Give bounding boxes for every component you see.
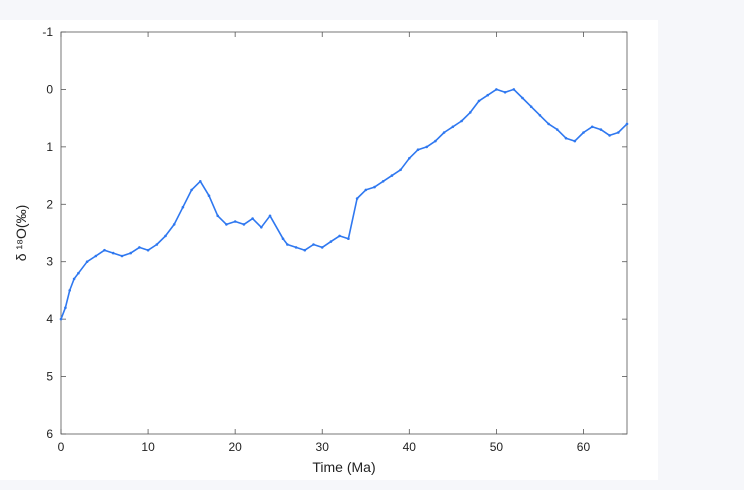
data-point bbox=[416, 148, 420, 151]
data-point bbox=[425, 145, 429, 149]
data-point bbox=[312, 243, 315, 246]
data-point bbox=[68, 289, 71, 292]
data-point bbox=[495, 88, 498, 91]
y-tick-label: 6 bbox=[46, 427, 53, 441]
data-point bbox=[512, 88, 516, 91]
data-point bbox=[138, 246, 141, 249]
data-point bbox=[564, 136, 568, 140]
data-point bbox=[434, 139, 437, 143]
data-point bbox=[103, 248, 106, 252]
data-point bbox=[281, 237, 285, 240]
axis-ticks: 0 10 20 30 40 50 60 -1 0 1 2 3 4 5 6 bbox=[42, 25, 627, 454]
data-point bbox=[77, 271, 80, 275]
x-tick-label: 60 bbox=[577, 440, 591, 454]
x-tick-label: 10 bbox=[141, 440, 155, 454]
series-line bbox=[60, 88, 628, 320]
line-chart: 0 10 20 30 40 50 60 -1 0 1 2 3 4 5 6 Time (Ma) δ ¹⁸O(‰… bbox=[13, 25, 629, 475]
data-point bbox=[225, 223, 228, 226]
data-point bbox=[521, 96, 524, 100]
data-point bbox=[529, 105, 533, 108]
data-point bbox=[72, 277, 76, 281]
y-axis-title: δ ¹⁸O(‰) bbox=[13, 205, 29, 261]
data-point bbox=[120, 254, 124, 258]
data-point bbox=[590, 125, 594, 129]
data-point bbox=[268, 214, 272, 218]
data-point bbox=[190, 188, 193, 192]
data-point bbox=[373, 185, 376, 189]
data-point bbox=[329, 240, 333, 243]
data-point bbox=[129, 251, 132, 255]
y-tick-label: 1 bbox=[46, 140, 53, 154]
data-point bbox=[216, 214, 219, 218]
x-tick-label: 0 bbox=[58, 440, 65, 454]
data-point bbox=[625, 122, 629, 126]
data-point bbox=[155, 243, 159, 246]
data-point bbox=[294, 246, 298, 249]
data-point bbox=[582, 131, 585, 134]
data-point bbox=[364, 188, 368, 192]
data-point bbox=[477, 99, 481, 103]
data-point bbox=[59, 317, 63, 321]
y-tick-label: 2 bbox=[46, 197, 53, 211]
data-point bbox=[251, 217, 254, 220]
data-point bbox=[486, 93, 490, 97]
data-point bbox=[111, 251, 115, 255]
y-tick-label: -1 bbox=[42, 25, 53, 39]
y-tick-label: 5 bbox=[46, 370, 53, 384]
data-point bbox=[503, 91, 507, 94]
data-point bbox=[556, 128, 559, 131]
data-point bbox=[460, 119, 463, 123]
series-group bbox=[59, 88, 629, 321]
data-point bbox=[260, 226, 263, 229]
y-tick-label: 3 bbox=[46, 255, 53, 269]
x-axis-title: Time (Ma) bbox=[312, 459, 375, 475]
data-point bbox=[233, 220, 237, 223]
data-point bbox=[573, 139, 577, 143]
data-point bbox=[207, 194, 211, 197]
plot-frame bbox=[60, 31, 628, 435]
data-point bbox=[451, 125, 455, 129]
data-point bbox=[442, 131, 446, 134]
data-point bbox=[338, 234, 341, 238]
data-point bbox=[381, 180, 385, 183]
chart-figure: 0 10 20 30 40 50 60 -1 0 1 2 3 4 5 6 Time (Ma) δ ¹⁸O(‰… bbox=[0, 20, 658, 480]
data-point bbox=[94, 254, 98, 258]
data-point bbox=[538, 114, 542, 117]
data-point bbox=[399, 168, 402, 172]
data-point bbox=[608, 134, 611, 137]
data-point bbox=[469, 111, 472, 114]
data-point bbox=[242, 223, 246, 226]
data-point bbox=[408, 157, 411, 160]
data-point bbox=[303, 248, 307, 252]
data-point bbox=[390, 174, 394, 177]
data-point bbox=[199, 180, 202, 183]
data-point bbox=[547, 122, 550, 126]
x-tick-label: 20 bbox=[228, 440, 242, 454]
data-point bbox=[164, 234, 167, 238]
data-point bbox=[286, 243, 289, 246]
data-point bbox=[617, 131, 620, 134]
data-point bbox=[599, 128, 603, 131]
data-point bbox=[320, 246, 324, 249]
x-tick-label: 30 bbox=[316, 440, 330, 454]
data-point bbox=[355, 197, 359, 200]
x-tick-label: 50 bbox=[490, 440, 504, 454]
data-point bbox=[172, 223, 176, 226]
data-point bbox=[181, 205, 185, 209]
y-tick-label: 0 bbox=[46, 82, 53, 96]
data-point bbox=[146, 248, 150, 252]
data-point bbox=[85, 260, 89, 263]
data-point bbox=[64, 306, 67, 310]
y-tick-label: 4 bbox=[46, 312, 53, 326]
data-point bbox=[347, 237, 350, 240]
x-tick-label: 40 bbox=[403, 440, 417, 454]
